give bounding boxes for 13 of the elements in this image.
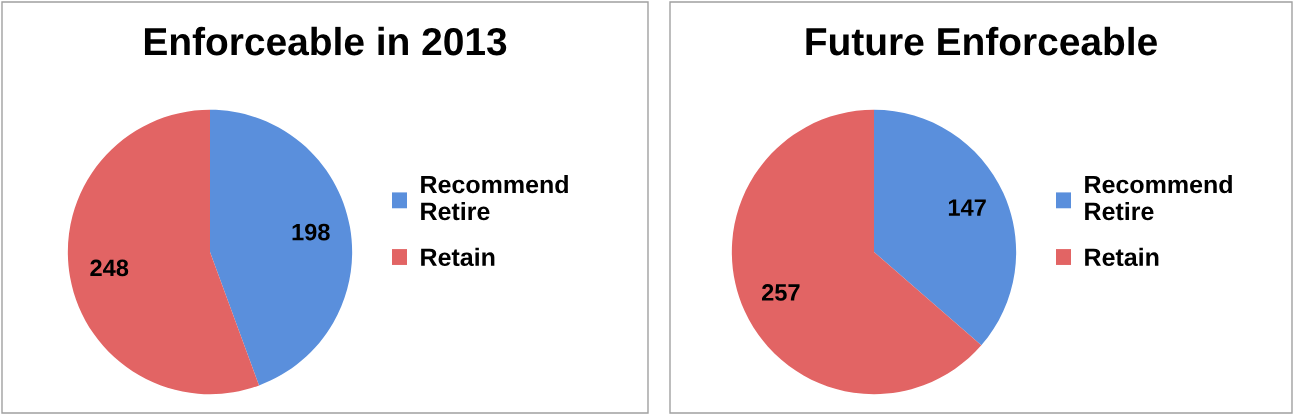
pie-slice [874, 109, 1017, 346]
chart-title: Enforceable in 2013 [144, 26, 507, 56]
legend-label: Recommend Retire [421, 174, 568, 221]
pie-slice [210, 109, 353, 386]
legend-label: Retain [421, 247, 495, 267]
pie-slice [67, 109, 260, 395]
data-label: 147 [948, 199, 986, 216]
data-label: 257 [761, 284, 800, 301]
chart-title: Future Enforceable [806, 26, 1157, 56]
data-label: 198 [292, 223, 330, 241]
legend-label: Retain [1085, 247, 1159, 267]
data-label: 248 [90, 259, 129, 277]
legend-label: Recommend Retire [1085, 174, 1232, 221]
